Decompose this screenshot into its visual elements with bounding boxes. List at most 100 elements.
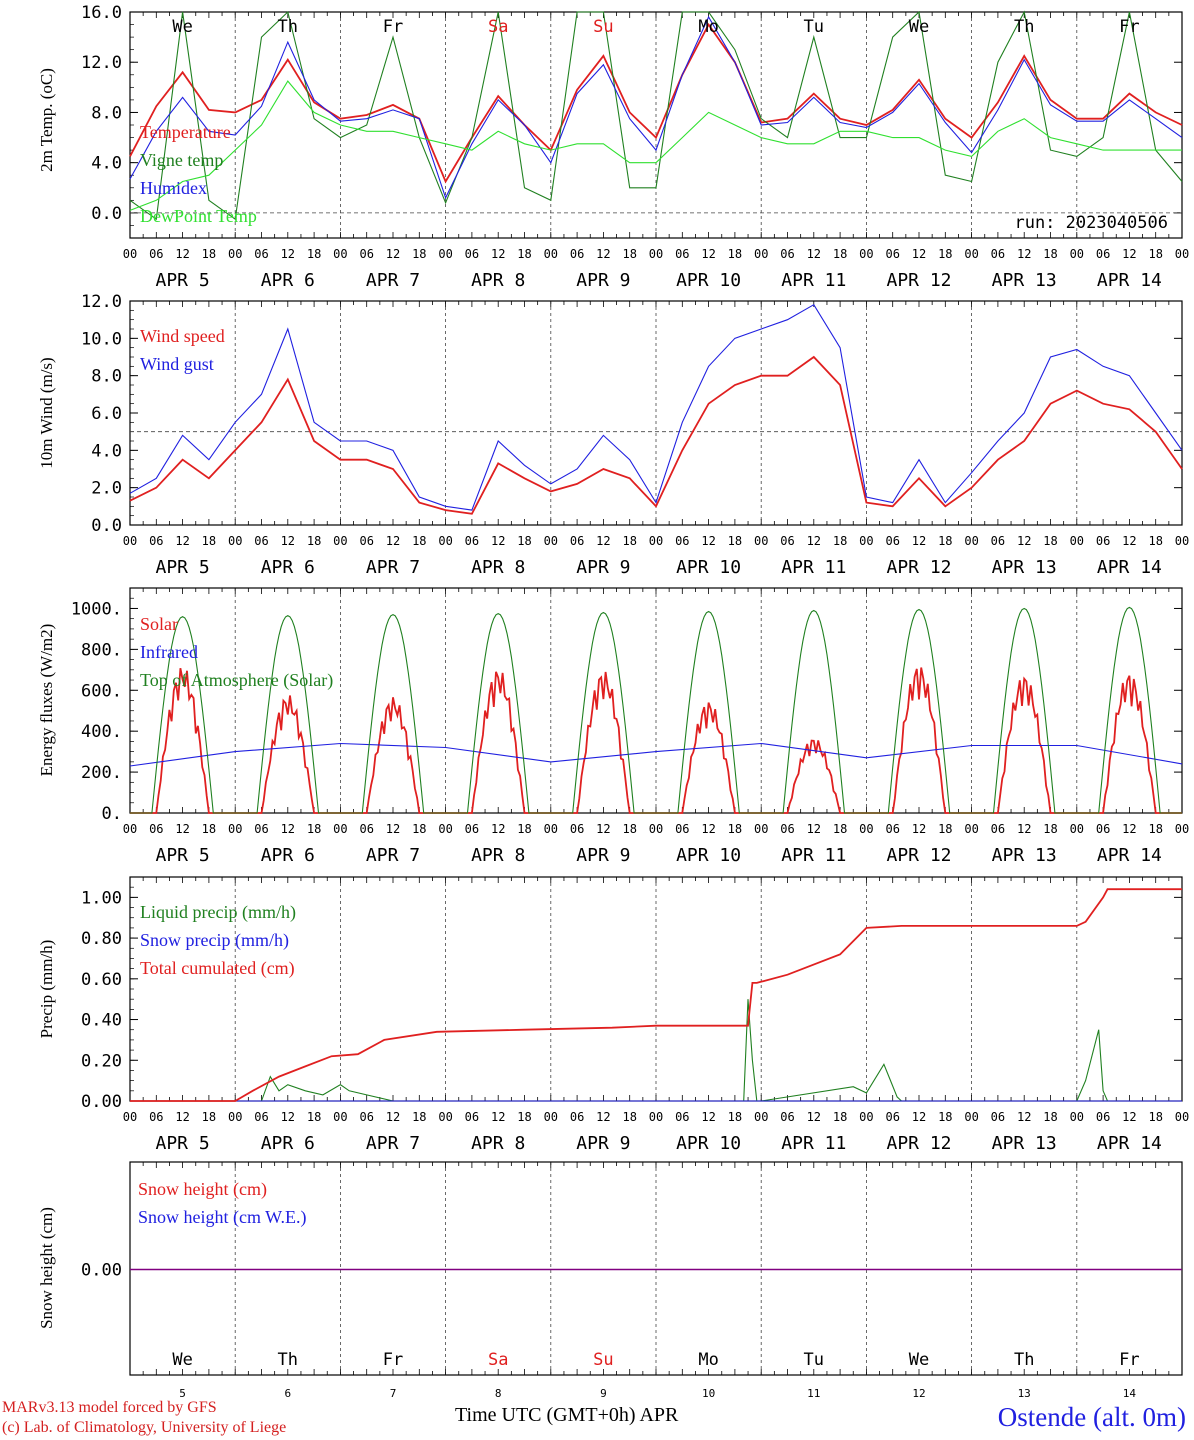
hour-tick-label: 06 — [675, 1110, 689, 1124]
hour-tick-label: 06 — [465, 822, 479, 836]
hour-tick-label: 06 — [359, 822, 373, 836]
hour-tick-label: 12 — [491, 247, 505, 261]
hour-tick-label: 00 — [123, 534, 137, 548]
hour-tick-label: 06 — [991, 1110, 1005, 1124]
hour-tick-label: 18 — [202, 822, 216, 836]
day-label: APR 14 — [1097, 1133, 1162, 1154]
hour-tick-label: 00 — [333, 1110, 347, 1124]
hour-tick-label: 06 — [675, 247, 689, 261]
hour-tick-label: 18 — [938, 534, 952, 548]
hour-tick-label: 00 — [544, 822, 558, 836]
y-tick-label: 8.0 — [91, 367, 122, 387]
legend-entry: Snow precip (mm/h) — [140, 930, 289, 951]
hour-tick-label: 00 — [544, 247, 558, 261]
hour-tick-label: 06 — [675, 534, 689, 548]
y-tick-label: 0.00 — [81, 1092, 122, 1112]
hour-tick-label: 06 — [780, 247, 794, 261]
day-label: APR 13 — [992, 270, 1057, 291]
hour-tick-label: 12 — [807, 247, 821, 261]
hour-tick-label: 18 — [622, 247, 636, 261]
hour-tick-label: 18 — [1148, 534, 1162, 548]
hour-tick-label: 06 — [359, 247, 373, 261]
series-line — [129, 80, 1182, 211]
hour-tick-label: 12 — [701, 1110, 715, 1124]
y-tick-label: 0.40 — [81, 1011, 122, 1031]
weekday-label: Fr — [383, 17, 403, 37]
hour-tick-label: 12 — [701, 822, 715, 836]
y-tick-label: 4.0 — [91, 154, 122, 174]
y-axis-label: 2m Temp. (oC) — [37, 68, 56, 172]
day-label: APR 10 — [676, 270, 741, 291]
hour-tick-label: 18 — [1148, 247, 1162, 261]
day-label: APR 7 — [366, 557, 420, 578]
hour-tick-label: 18 — [833, 247, 847, 261]
hour-tick-label: 00 — [438, 247, 452, 261]
hour-tick-label: 12 — [701, 247, 715, 261]
hour-tick-label: 12 — [1122, 534, 1136, 548]
hour-tick-label: 18 — [412, 1110, 426, 1124]
hour-tick-label: 06 — [780, 822, 794, 836]
hour-tick-label: 12 — [386, 1110, 400, 1124]
panel-4 — [129, 876, 1183, 1102]
y-tick-label: 0.00 — [81, 1261, 122, 1281]
hour-tick-label: 12 — [1122, 1110, 1136, 1124]
hour-tick-label: 06 — [359, 534, 373, 548]
hour-tick-label: 06 — [1096, 534, 1110, 548]
day-label: APR 6 — [261, 270, 315, 291]
hour-tick-label: 06 — [359, 1110, 373, 1124]
hour-tick-label: 12 — [1122, 822, 1136, 836]
day-label: APR 14 — [1097, 557, 1162, 578]
hour-tick-label: 18 — [1043, 534, 1057, 548]
y-axis-label: 10m Wind (m/s) — [37, 357, 56, 468]
day-number: 8 — [495, 1387, 502, 1400]
y-tick-label: 8.0 — [91, 103, 122, 123]
hour-tick-label: 12 — [281, 1110, 295, 1124]
day-label: APR 8 — [471, 557, 525, 578]
y-tick-label: 10.0 — [81, 329, 122, 349]
hour-tick-label: 00 — [228, 247, 242, 261]
weekday-label: Th — [278, 17, 298, 37]
hour-tick-label: 12 — [1017, 247, 1031, 261]
hour-tick-label: 18 — [833, 1110, 847, 1124]
hour-tick-label: 18 — [517, 247, 531, 261]
hour-tick-label: 18 — [307, 534, 321, 548]
weekday-label: We — [909, 1350, 929, 1370]
hour-tick-label: 00 — [438, 534, 452, 548]
hour-tick-label: 06 — [885, 822, 899, 836]
hour-tick-label: 06 — [1096, 1110, 1110, 1124]
hour-tick-label: 18 — [202, 534, 216, 548]
hour-tick-label: 12 — [596, 822, 610, 836]
y-tick-label: 600. — [81, 681, 122, 701]
x-axis-label: Time UTC (GMT+0h) APR — [455, 1404, 679, 1426]
day-label: APR 12 — [886, 270, 951, 291]
hour-tick-label: 00 — [964, 1110, 978, 1124]
legend-entry: Infrared — [140, 642, 198, 662]
series-line — [130, 999, 1182, 1102]
hour-tick-label: 00 — [1070, 1110, 1084, 1124]
hour-tick-label: 00 — [754, 1110, 768, 1124]
day-label: APR 11 — [781, 270, 846, 291]
hour-tick-label: 00 — [1070, 822, 1084, 836]
weekday-label: Th — [278, 1350, 298, 1370]
hour-tick-label: 06 — [570, 1110, 584, 1124]
hour-tick-label: 00 — [228, 1110, 242, 1124]
hour-tick-label: 00 — [544, 534, 558, 548]
hour-tick-label: 06 — [465, 247, 479, 261]
panel-5 — [129, 1161, 1183, 1376]
hour-tick-label: 06 — [1096, 822, 1110, 836]
day-number: 12 — [912, 1387, 925, 1400]
hour-tick-label: 00 — [123, 822, 137, 836]
hour-tick-label: 18 — [517, 822, 531, 836]
day-number: 13 — [1018, 1387, 1031, 1400]
day-label: APR 10 — [676, 1133, 741, 1154]
day-number: 7 — [390, 1387, 397, 1400]
hour-tick-label: 12 — [386, 534, 400, 548]
hour-tick-label: 12 — [281, 534, 295, 548]
hour-tick-label: 12 — [807, 1110, 821, 1124]
hour-tick-label: 06 — [254, 534, 268, 548]
hour-tick-label: 12 — [807, 822, 821, 836]
day-label: APR 11 — [781, 1133, 846, 1154]
hour-tick-label: 18 — [622, 1110, 636, 1124]
hour-tick-label: 18 — [1148, 822, 1162, 836]
hour-tick-label: 12 — [596, 1110, 610, 1124]
